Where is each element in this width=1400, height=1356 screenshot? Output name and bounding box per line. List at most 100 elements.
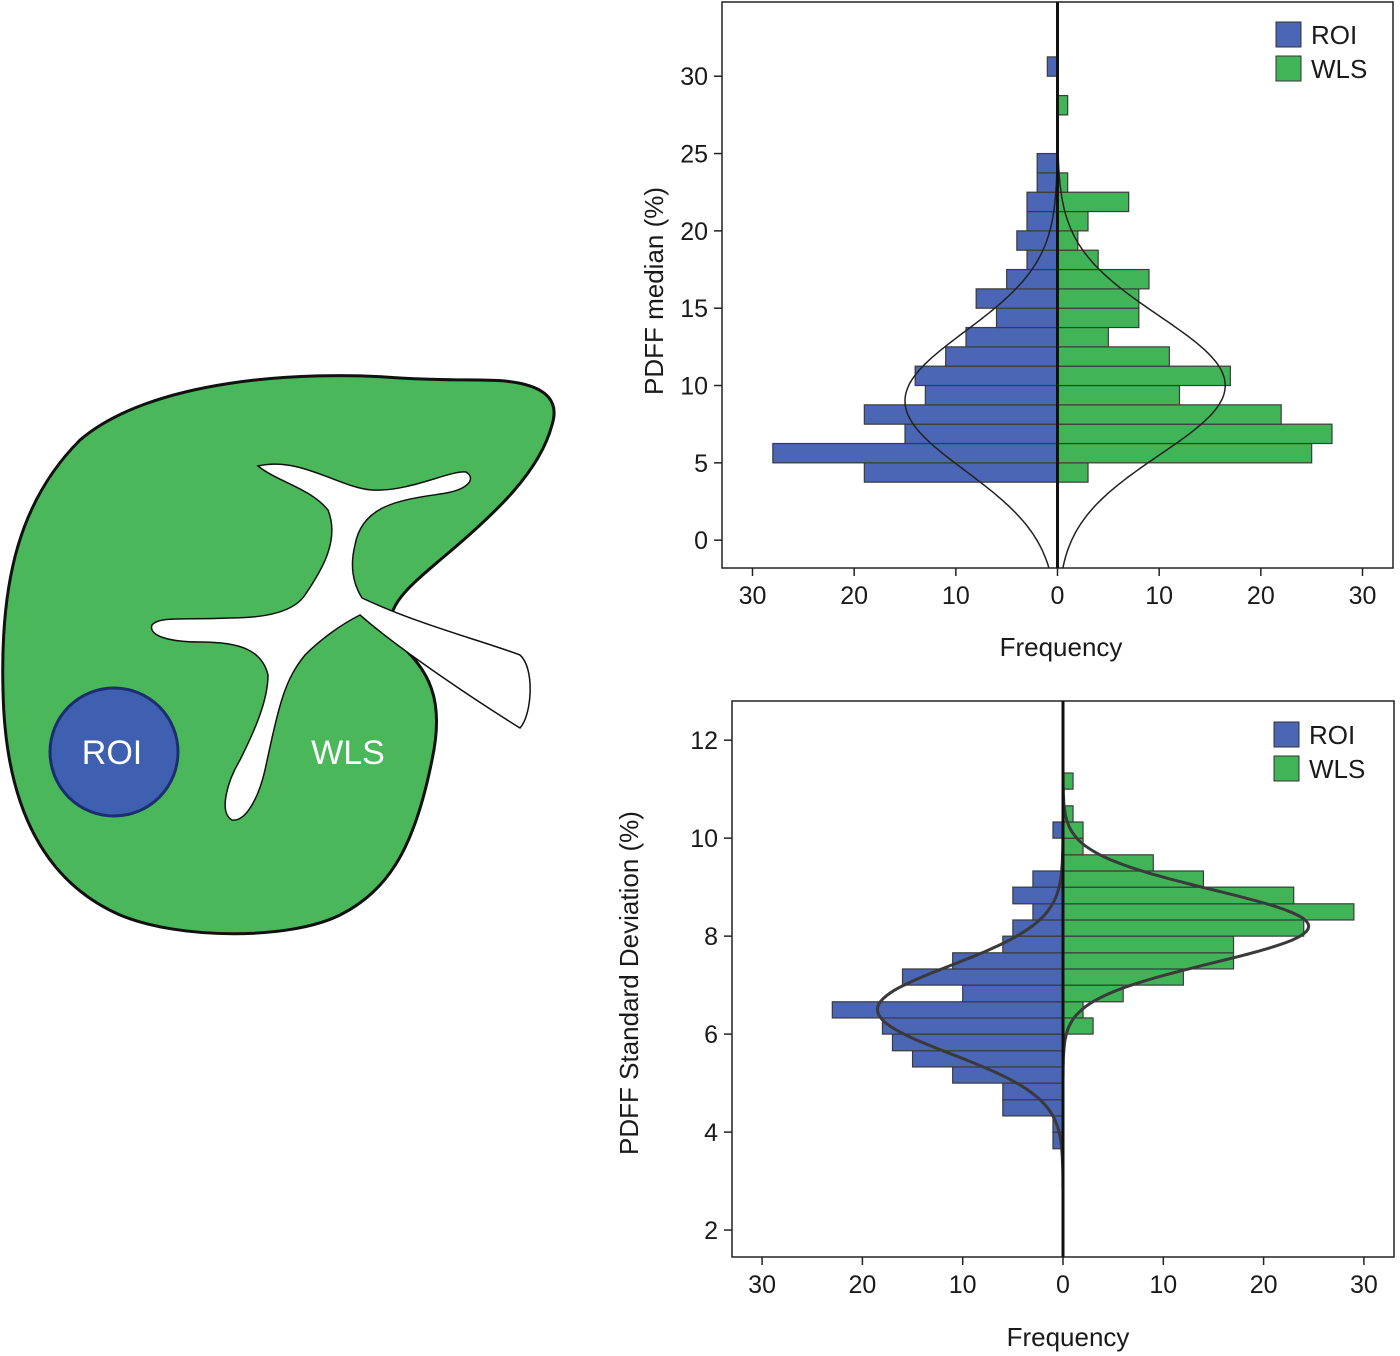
y-axis: 2 4 6 8 10 12	[690, 727, 732, 1245]
x-tick-label: 30	[748, 1271, 776, 1299]
bar-roi	[831, 1001, 1064, 1019]
y-axis-title: PDFF median (%)	[639, 187, 669, 395]
bar-roi	[1046, 56, 1059, 77]
bar-wls	[1056, 230, 1079, 251]
y-tick-label: 5	[694, 450, 708, 478]
wls-diagram-label: WLS	[311, 734, 385, 772]
bar-wls	[1062, 919, 1305, 937]
x-tick-label: 10	[942, 582, 970, 610]
bar-roi	[772, 442, 1059, 464]
x-axis-title: Frequency	[1000, 632, 1123, 662]
y-tick-label: 30	[680, 63, 708, 91]
bar-roi	[952, 1066, 1064, 1084]
bar-wls	[1056, 365, 1231, 387]
y-tick-label: 10	[690, 825, 718, 853]
bar-roi	[945, 346, 1059, 367]
vessel-shape	[150, 463, 531, 821]
x-tick-label: 20	[1247, 582, 1275, 610]
bar-roi	[881, 1017, 1064, 1035]
legend-label-roi: ROI	[1311, 20, 1357, 50]
y-tick-label: 20	[680, 218, 708, 246]
bar-roi	[1036, 152, 1059, 174]
x-tick-label: 10	[949, 1271, 977, 1299]
bar-roi	[924, 384, 1059, 406]
legend-label-wls: WLS	[1309, 754, 1365, 784]
bar-wls	[1056, 307, 1140, 329]
bar-wls	[1056, 288, 1140, 309]
legend: ROI WLS	[1273, 720, 1365, 784]
bar-roi	[1002, 1082, 1064, 1101]
bar-wls	[1056, 462, 1089, 483]
pdff-median-histogram: 30 20 10 0 10 20 30 0 5 10 15 20 25 30 Frequency PDF…	[639, 1, 1394, 662]
bar-wls	[1062, 870, 1205, 888]
bar-roi	[1006, 268, 1059, 290]
bar-wls	[1056, 94, 1069, 116]
bar-roi	[995, 307, 1059, 329]
x-tick-label: 30	[1349, 582, 1377, 610]
bar-roi	[1002, 1099, 1064, 1117]
bar-roi	[1036, 172, 1059, 193]
y-tick-label: 0	[694, 527, 708, 555]
bar-roi	[952, 952, 1064, 970]
bar-roi	[962, 984, 1064, 1003]
y-tick-label: 10	[680, 373, 708, 401]
x-tick-label: 0	[1051, 582, 1065, 610]
bar-wls	[1056, 346, 1170, 367]
bar-wls	[1056, 326, 1109, 348]
bar-wls	[1056, 249, 1099, 271]
bar-roi	[965, 326, 1059, 348]
legend-swatch-wls	[1273, 755, 1300, 782]
bar-roi	[863, 462, 1059, 483]
bar-wls	[1056, 442, 1313, 464]
bar-wls	[1062, 935, 1235, 954]
bar-wls	[1062, 903, 1355, 921]
bar-wls	[1056, 191, 1130, 213]
legend-swatch-wls	[1275, 55, 1302, 82]
bar-roi	[1016, 230, 1059, 251]
roi-diagram-label: ROI	[82, 734, 142, 772]
bar-wls	[1056, 210, 1089, 232]
bar-layer	[831, 772, 1355, 1150]
bar-wls	[1056, 384, 1181, 406]
x-tick-label: 0	[1056, 1271, 1070, 1299]
legend-swatch-roi	[1273, 721, 1300, 748]
bar-roi	[863, 404, 1059, 425]
x-tick-label: 30	[739, 582, 767, 610]
legend: ROI WLS	[1275, 20, 1367, 84]
x-tick-label: 20	[848, 1271, 876, 1299]
legend-label-roi: ROI	[1309, 720, 1355, 750]
y-tick-label: 8	[704, 923, 718, 951]
y-tick-label: 4	[704, 1119, 718, 1147]
x-axis: 30 20 10 0 10 20 30	[739, 568, 1377, 610]
y-tick-label: 15	[680, 295, 708, 323]
y-tick-label: 2	[704, 1217, 718, 1245]
x-tick-label: 10	[1145, 582, 1173, 610]
bar-roi	[1026, 191, 1059, 213]
x-tick-label: 30	[1350, 1271, 1378, 1299]
bar-wls	[1062, 952, 1235, 970]
y-axis-title: PDFF Standard Deviation (%)	[614, 811, 644, 1155]
x-axis-title: Frequency	[1007, 1322, 1130, 1352]
bar-roi	[891, 1033, 1064, 1052]
x-tick-label: 10	[1149, 1271, 1177, 1299]
legend-label-wls: WLS	[1311, 54, 1367, 84]
bar-roi	[901, 968, 1064, 986]
bar-roi	[914, 365, 1059, 387]
bar-roi	[911, 1050, 1064, 1068]
x-axis: 30 20 10 0 10 20 30	[748, 1257, 1378, 1299]
liver-diagram: ROI WLS	[1, 374, 556, 936]
x-tick-label: 20	[840, 582, 868, 610]
y-tick-label: 12	[690, 727, 718, 755]
bar-wls	[1062, 984, 1124, 1003]
y-axis: 0 5 10 15 20 25 30	[680, 63, 722, 555]
x-tick-label: 20	[1250, 1271, 1278, 1299]
y-tick-label: 6	[704, 1021, 718, 1049]
bar-roi	[975, 288, 1059, 309]
legend-swatch-roi	[1275, 21, 1302, 48]
y-tick-label: 25	[680, 141, 708, 169]
bar-wls	[1062, 968, 1184, 986]
bar-wls	[1056, 404, 1282, 425]
roi-circle	[48, 686, 180, 818]
bar-layer	[772, 56, 1333, 483]
